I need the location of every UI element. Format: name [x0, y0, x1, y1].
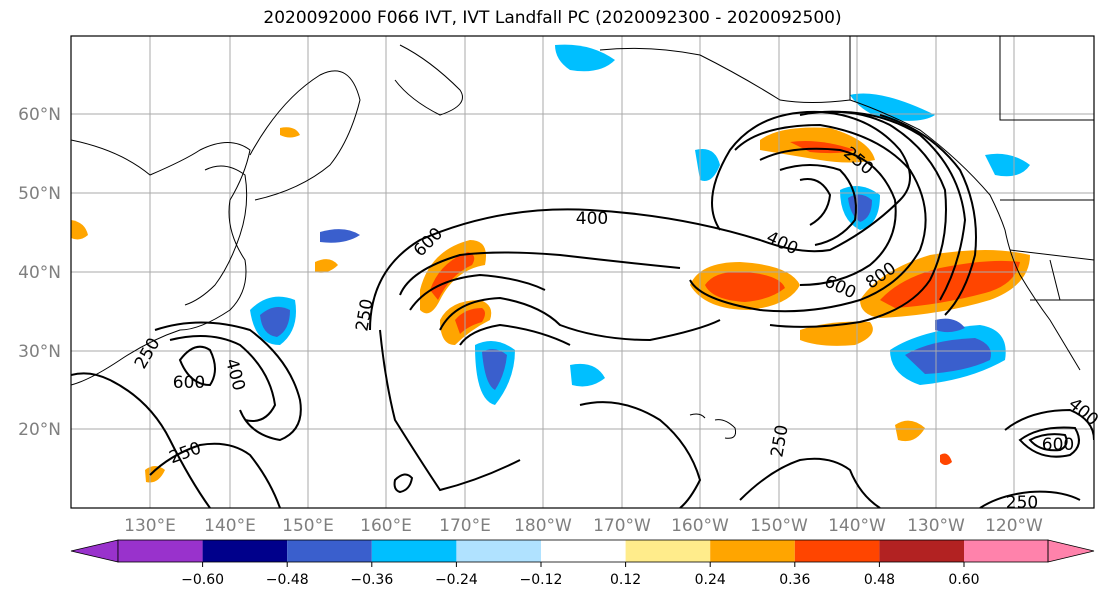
- shading-positive-patch: [430, 252, 475, 300]
- colorbar-segment: [456, 540, 541, 562]
- shading-positive-patch: [895, 420, 925, 442]
- shading-negative-patch: [555, 44, 615, 72]
- lat-label: 30°N: [18, 342, 61, 362]
- lon-label: 130°W: [907, 516, 965, 536]
- map-frame: [70, 35, 1095, 509]
- shading-positive-patch: [315, 259, 338, 273]
- lon-label: 150°W: [750, 516, 808, 536]
- colorbar-extend-min: [70, 539, 119, 563]
- ivt-shading: [71, 44, 1030, 483]
- lon-label: 180°W: [514, 516, 572, 536]
- shading-negative-patch: [848, 194, 872, 222]
- colorbar-tick-label: 0.36: [779, 572, 810, 588]
- colorbar-segment: [541, 540, 626, 562]
- colorbar-tick-label: −0.12: [520, 572, 563, 588]
- colorbar-tick-label: −0.24: [435, 572, 478, 588]
- shading-negative-patch: [905, 338, 991, 374]
- latitude-labels: 60°N 50°N 40°N 30°N 20°N: [18, 105, 61, 440]
- shading-positive-patch: [800, 321, 873, 346]
- coastlines: [71, 36, 1094, 439]
- longitude-labels: 130°E 140°E 150°E 160°E 170°E 180°W 170°…: [124, 516, 1043, 536]
- colorbar-tick-label: −0.60: [181, 572, 224, 588]
- lon-label: 150°E: [282, 516, 334, 536]
- lon-label: 170°W: [593, 516, 651, 536]
- shading-positive-patch: [940, 453, 952, 465]
- colorbar-segment: [625, 540, 711, 562]
- lat-label: 60°N: [18, 105, 61, 125]
- colorbar-ticks: [202, 562, 965, 567]
- colorbar-segment: [710, 540, 795, 562]
- colorbar-tick-label: 0.48: [864, 572, 895, 588]
- contour-label: 600: [1042, 435, 1074, 455]
- shading-positive-patch: [455, 308, 485, 334]
- lat-label: 20°N: [18, 420, 61, 440]
- colorbar-tick-labels: −0.60 −0.48 −0.36 −0.24 −0.12 0.12 0.24 …: [181, 572, 979, 588]
- contour-label: 250: [1006, 493, 1038, 513]
- colorbar-tick-label: 0.24: [695, 572, 726, 588]
- map-title: 2020092000 F066 IVT, IVT Landfall PC (20…: [263, 8, 842, 28]
- lat-label: 40°N: [18, 263, 61, 283]
- contour-label: 400: [576, 209, 608, 229]
- shading-negative-patch: [935, 318, 965, 333]
- shading-negative-patch: [695, 149, 720, 181]
- shading-positive-patch: [280, 127, 300, 138]
- lon-label: 140°E: [204, 516, 256, 536]
- colorbar-outline: [117, 539, 1049, 563]
- colorbar-extend-max: [1047, 539, 1095, 563]
- lon-label: 160°W: [671, 516, 729, 536]
- lat-label: 50°N: [18, 184, 61, 204]
- shading-negative-patch: [985, 153, 1030, 177]
- colorbar-segment: [202, 540, 288, 562]
- colorbar-segment: [371, 540, 457, 562]
- shading-negative-patch: [260, 306, 290, 337]
- colorbar-segment: [794, 540, 880, 562]
- colorbar-tick-label: −0.48: [266, 572, 309, 588]
- lon-label: 130°E: [124, 516, 176, 536]
- shading-positive-patch: [705, 271, 785, 302]
- shading-positive-patch: [71, 220, 88, 240]
- ivt-contours: [71, 110, 1094, 508]
- colorbar-segment: [287, 540, 372, 562]
- colorbar-tick-label: 0.60: [948, 572, 979, 588]
- shading-negative-patch: [320, 229, 360, 243]
- lon-label: 160°E: [360, 516, 412, 536]
- contour-label: 600: [173, 373, 205, 393]
- colorbar-segment: [879, 540, 964, 562]
- shading-negative-patch: [570, 363, 605, 387]
- lon-label: 120°W: [985, 516, 1043, 536]
- colorbar: −0.60 −0.48 −0.36 −0.24 −0.12 0.12 0.24 …: [70, 539, 1095, 588]
- colorbar-segment: [118, 540, 203, 562]
- shading-negative-patch: [482, 349, 507, 390]
- lon-label: 140°W: [828, 516, 886, 536]
- colorbar-segment: [964, 540, 1048, 562]
- colorbar-tick-label: 0.12: [610, 572, 641, 588]
- lon-label: 170°E: [439, 516, 491, 536]
- colorbar-tick-label: −0.36: [350, 572, 393, 588]
